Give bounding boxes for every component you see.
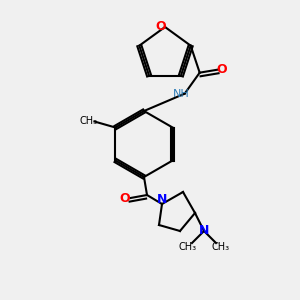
Text: CH₃: CH₃ — [178, 242, 196, 253]
Text: N: N — [199, 224, 209, 238]
Text: CH₃: CH₃ — [80, 116, 98, 127]
Text: O: O — [119, 191, 130, 205]
Text: O: O — [155, 20, 166, 34]
Text: CH₃: CH₃ — [212, 242, 230, 253]
Text: N: N — [157, 193, 167, 206]
Text: NH: NH — [173, 89, 190, 99]
Text: O: O — [217, 63, 227, 76]
